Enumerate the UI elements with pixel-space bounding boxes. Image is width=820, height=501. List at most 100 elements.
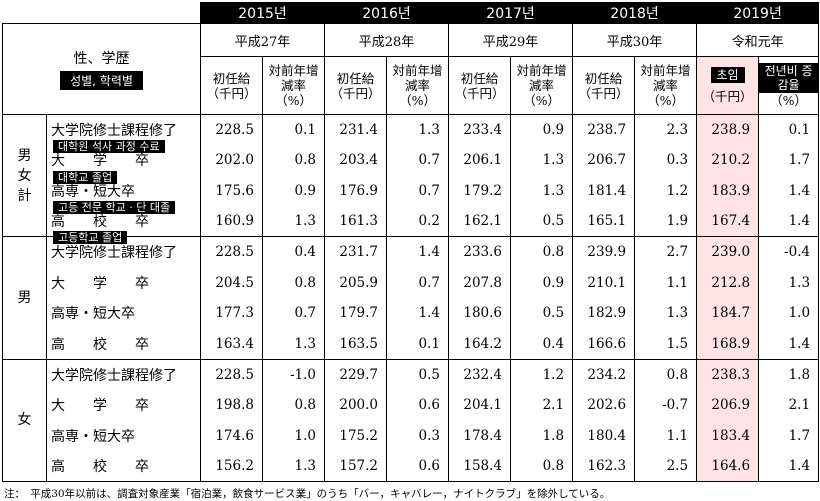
education-label: 高専・短大卒 [46,420,201,451]
rate-value: 1.2 [634,175,698,207]
table-row: 高 校 卒 156.2 1.3 157.2 0.6 158.4 0.8 162.3 2.5 164… [3,450,820,482]
education-label: 高 校 卒 [46,450,201,482]
wage-value: 174.6 [200,420,263,451]
rate-value: 2.1 [758,389,820,421]
starting-salary-table: 2015년 2016년 2017년 2018년 2019년 性、学歴 성별, 학… [2,2,820,483]
wage-value: 176.9 [324,175,388,207]
rate-value: 0.4 [261,236,326,268]
table-row: 高専・短大卒 177.3 0.7 179.7 1.4 180.6 0.5 182.9 1.3 18… [3,297,820,329]
rate-value: 0.9 [510,114,574,146]
rate-value: 0.7 [386,145,450,176]
education-label: 大学院修士課程修了 [46,358,201,390]
era-header: 平成29年 [448,23,574,57]
wage-value: 203.4 [324,145,388,176]
wage-column-header: 初任給 （千円） [324,56,388,115]
rate-value: 1.3 [510,175,574,207]
wage-value: 182.9 [572,297,636,329]
rate-value: -0.7 [634,389,698,421]
wage-value: 202.6 [572,389,636,421]
wage-value: 200.0 [324,389,388,421]
rate-column-header: 対前年增減率 （%） [634,56,698,115]
wage-value: 184.7 [696,297,760,329]
education-label: 大学院修士課程修了 대학원 석사 과정 수료 [46,114,201,154]
table-row: 大 学 卒 대학교 졸업 202.0 0.8 203.4 0.7 206.1 1.3 206.7… [3,145,820,184]
rate-value: 1.1 [634,420,698,451]
rate-value: 0.1 [261,114,326,146]
wage-column-header: 初任給 （千円） [448,56,512,115]
wage-column-header: 初任給 （千円） [200,56,263,115]
stub-header: 性、学歴 성별, 학력별 [2,23,201,115]
wage-value: 164.2 [448,328,512,360]
year-header: 2015년 [199,2,326,24]
rate-value: 0.8 [261,267,326,298]
wage-value: 164.6 [696,450,760,482]
wage-value: 206.9 [696,389,760,421]
wage-value: 162.3 [572,450,636,482]
wage-value: 232.4 [448,358,512,390]
rate-value: 1.9 [634,206,698,238]
rate-value: 1.7 [758,145,820,176]
stub-title: 性、学歴 [73,51,130,67]
wage-value: 210.1 [572,267,636,298]
era-header: 令和元年 [696,23,820,57]
rate-value: 0.6 [386,389,450,421]
wage-value: 178.4 [448,420,512,451]
wage-value: 239.9 [572,236,636,268]
rate-value: 1.3 [386,114,450,146]
wage-value: 183.9 [696,175,760,207]
rate-value: 1.2 [510,358,574,390]
rate-value: 0.5 [510,206,574,238]
footnote: 注： 平成30年以前は、調査対象産業「宿泊業，飲食サービス業」のうち「バー，キャ… [4,488,611,500]
rate-value: 1.4 [386,297,450,329]
group-label: 男女計 [2,113,47,238]
wage-value: 206.7 [572,145,636,176]
education-label-korean: 고등 전문 학교 · 단 대졸 [53,201,176,215]
wage-value: 207.8 [448,267,512,298]
table-row: 高 校 卒 163.4 1.3 163.5 0.1 164.2 0.4 166.6 1.5 168… [3,328,820,360]
wage-value: 162.1 [448,206,512,238]
rate-value: 0.3 [386,420,450,451]
wage-value: 179.2 [448,175,512,207]
wage-value: 175.2 [324,420,388,451]
rate-value: 0.3 [634,145,698,176]
rate-value: 0.2 [386,206,450,238]
rate-value: 0.8 [261,389,326,421]
year-header: 2018년 [572,2,698,24]
education-label-korean: 대학원 석사 과정 수료 [53,140,165,154]
wage-value: 233.4 [448,114,512,146]
education-label: 高専・短大卒 고등 전문 학교 · 단 대졸 [46,175,201,215]
era-header: 平成27年 [199,23,326,57]
rate-value: 0.9 [510,267,574,298]
education-label: 大 学 卒 [46,267,201,298]
rate-value: 1.4 [758,175,820,207]
rate-column-header: 対前年增減率 （%） [510,56,574,115]
rate-column-header: 対前年增減率 （%） [386,56,450,115]
rate-value: 1.8 [510,420,574,451]
wage-value: 202.0 [200,145,263,176]
wage-value: 204.5 [200,267,263,298]
wage-value: 228.5 [200,358,263,390]
wage-value: 205.9 [324,267,388,298]
rate-value: 1.3 [510,145,574,176]
rate-value: 1.8 [758,358,820,390]
table-row: 女大学院修士課程修了 228.5 -1.0 229.7 0.5 232.4 1.2 234.2… [2,358,820,483]
rate-value: 1.4 [758,206,820,238]
education-label: 高専・短大卒 [46,297,201,329]
wage-value: 238.9 [696,114,760,146]
rate-value: 2.5 [634,450,698,482]
wage-value: 158.4 [448,450,512,482]
rate-value: -1.0 [261,358,326,390]
year-header: 2016년 [324,2,450,24]
wage-value: 210.2 [696,145,760,176]
education-label: 大 学 卒 [46,389,201,421]
wage-value: 160.9 [200,206,263,238]
wage-value: 181.4 [572,175,636,207]
rate-value: 0.8 [634,358,698,390]
wage-value: 166.6 [572,328,636,360]
rate-value: 0.1 [386,328,450,360]
rate-value: 0.5 [386,358,450,390]
wage-value: 238.3 [696,358,760,390]
education-label-korean: 고등학교 졸업 [53,231,128,245]
wage-value: 167.4 [696,206,760,238]
wage-value: 165.1 [572,206,636,238]
